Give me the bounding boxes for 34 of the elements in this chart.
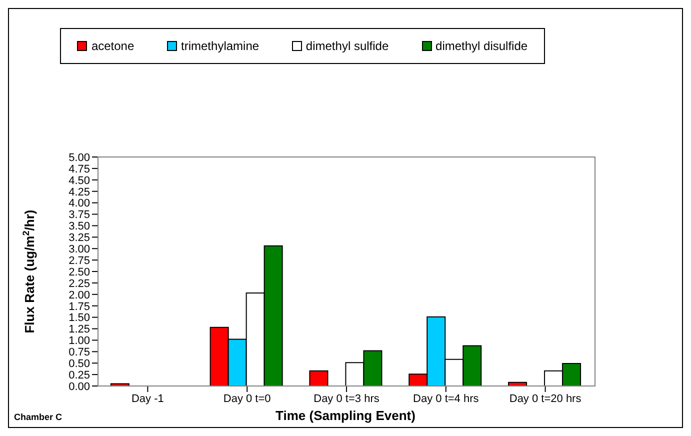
x-tick-label: Day 0 t=3 hrs [314,392,380,405]
bar [309,370,328,386]
y-tick-label: 0.00 [68,380,90,393]
y-tick-label: 1.00 [68,335,90,348]
y-tick-label: 2.25 [68,278,90,290]
y-tick-label: 0.75 [68,346,90,359]
y-tick-label: 1.50 [68,312,90,324]
x-tick-label: Day 0 t=20 hrs [509,392,582,405]
legend-label: dimethyl sulfide [306,39,389,53]
y-tick-label: 2.50 [68,266,90,278]
x-tick-label: Day 0 t=0 [223,392,271,405]
y-tick-label: 1.25 [68,324,90,336]
y-tick-label: 4.00 [68,198,90,210]
legend-label: trimethylamine [181,39,260,53]
y-tick-label: 3.25 [68,232,90,244]
y-tick-label: 4.75 [68,163,90,176]
x-tick-label: Day 0 t=4 hrs [413,392,480,405]
y-tick-label: 4.25 [68,186,90,198]
y-tick-label: 1.75 [68,300,90,313]
y-tick-label: 4.50 [68,174,90,187]
x-tick-label: Day -1 [131,392,164,405]
y-tick-label: 3.00 [68,244,90,256]
y-tick-label: 0.25 [68,369,90,382]
y-tick-label: 3.50 [68,220,90,233]
y-tick-label: 3.75 [68,209,90,222]
y-tick-label: 2.00 [68,289,90,302]
bar [110,383,130,386]
x-axis-title: Time (Sampling Event) [276,408,416,423]
y-tick-label: 5.00 [68,152,90,164]
y-tick-label: 0.50 [68,358,90,370]
text: Chamber C [14,412,63,422]
legend-label: dimethyl disulfide [436,39,528,53]
y-tick-label: 2.75 [68,254,90,267]
legend-label: acetone [91,39,134,53]
